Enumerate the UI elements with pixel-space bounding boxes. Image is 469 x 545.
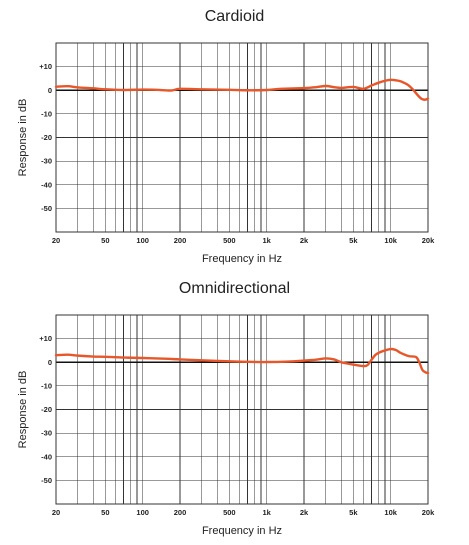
- y-tick-label: -30: [41, 157, 52, 166]
- x-tick-label: 20: [52, 508, 60, 517]
- x-tick-label: 200: [174, 508, 187, 517]
- x-tick-label: 50: [101, 508, 109, 517]
- x-tick-label: 20k: [422, 236, 435, 245]
- plot-frame: [55, 314, 429, 505]
- chart-plot: +10 0 -10 -20 -30 -40 -50 20 50 100 200 500 1k 2k 5k 10…: [17, 314, 435, 537]
- y-tick-label: -20: [41, 405, 52, 414]
- chart-plot: +10 0 -10 -20 -30 -40 -50 20 50 100 200 500 1k 2k 5k 10…: [17, 42, 435, 265]
- y-tick-label: +10: [39, 334, 52, 343]
- y-tick-label: -10: [41, 109, 52, 118]
- x-axis-label: Frequency in Hz: [202, 253, 282, 265]
- x-tick-label: 2k: [300, 508, 309, 517]
- x-tick-label: 50: [101, 236, 109, 245]
- y-tick-label: -20: [41, 133, 52, 142]
- chart-cardioid: Cardioid +10 0 -10 -20 -30 -40 -50 20 50 100 200 50…: [0, 0, 469, 272]
- x-tick-label: 2k: [300, 236, 309, 245]
- x-tick-label: 5k: [349, 508, 358, 517]
- y-tick-label: 0: [48, 86, 52, 95]
- x-tick-label: 1k: [263, 508, 272, 517]
- chart-omnidirectional: Omnidirectional +10 0 -10 -20 -30 -40 -50 20 50 1…: [0, 272, 469, 544]
- x-tick-label: 200: [174, 236, 187, 245]
- y-tick-label: -10: [41, 381, 52, 390]
- x-tick-label: 10k: [384, 508, 397, 517]
- chart-title: Omnidirectional: [178, 280, 291, 297]
- x-tick-label: 500: [223, 508, 236, 517]
- x-axis-label: Frequency in Hz: [202, 525, 282, 537]
- x-tick-label: 10k: [384, 236, 397, 245]
- x-tick-label: 20: [52, 236, 60, 245]
- y-tick-label: -30: [41, 429, 52, 438]
- y-tick-label: 0: [48, 358, 52, 367]
- y-axis-label: Response in dB: [17, 371, 29, 449]
- chart-title: Cardioid: [204, 8, 265, 25]
- x-tick-label: 100: [136, 236, 149, 245]
- x-tick-label: 1k: [263, 236, 272, 245]
- y-tick-label: -50: [41, 476, 52, 485]
- x-tick-label: 100: [136, 508, 149, 517]
- x-tick-label: 20k: [422, 508, 435, 517]
- x-tick-label: 5k: [349, 236, 358, 245]
- frequency-response-curve: [54, 347, 430, 375]
- y-tick-label: -40: [41, 452, 52, 461]
- x-tick-label: 500: [223, 236, 236, 245]
- y-axis-label: Response in dB: [17, 99, 29, 177]
- y-tick-label: +10: [39, 62, 52, 71]
- plot-frame: [55, 42, 429, 233]
- y-tick-label: -40: [41, 180, 52, 189]
- y-tick-label: -50: [41, 204, 52, 213]
- frequency-response-curve: [54, 78, 430, 101]
